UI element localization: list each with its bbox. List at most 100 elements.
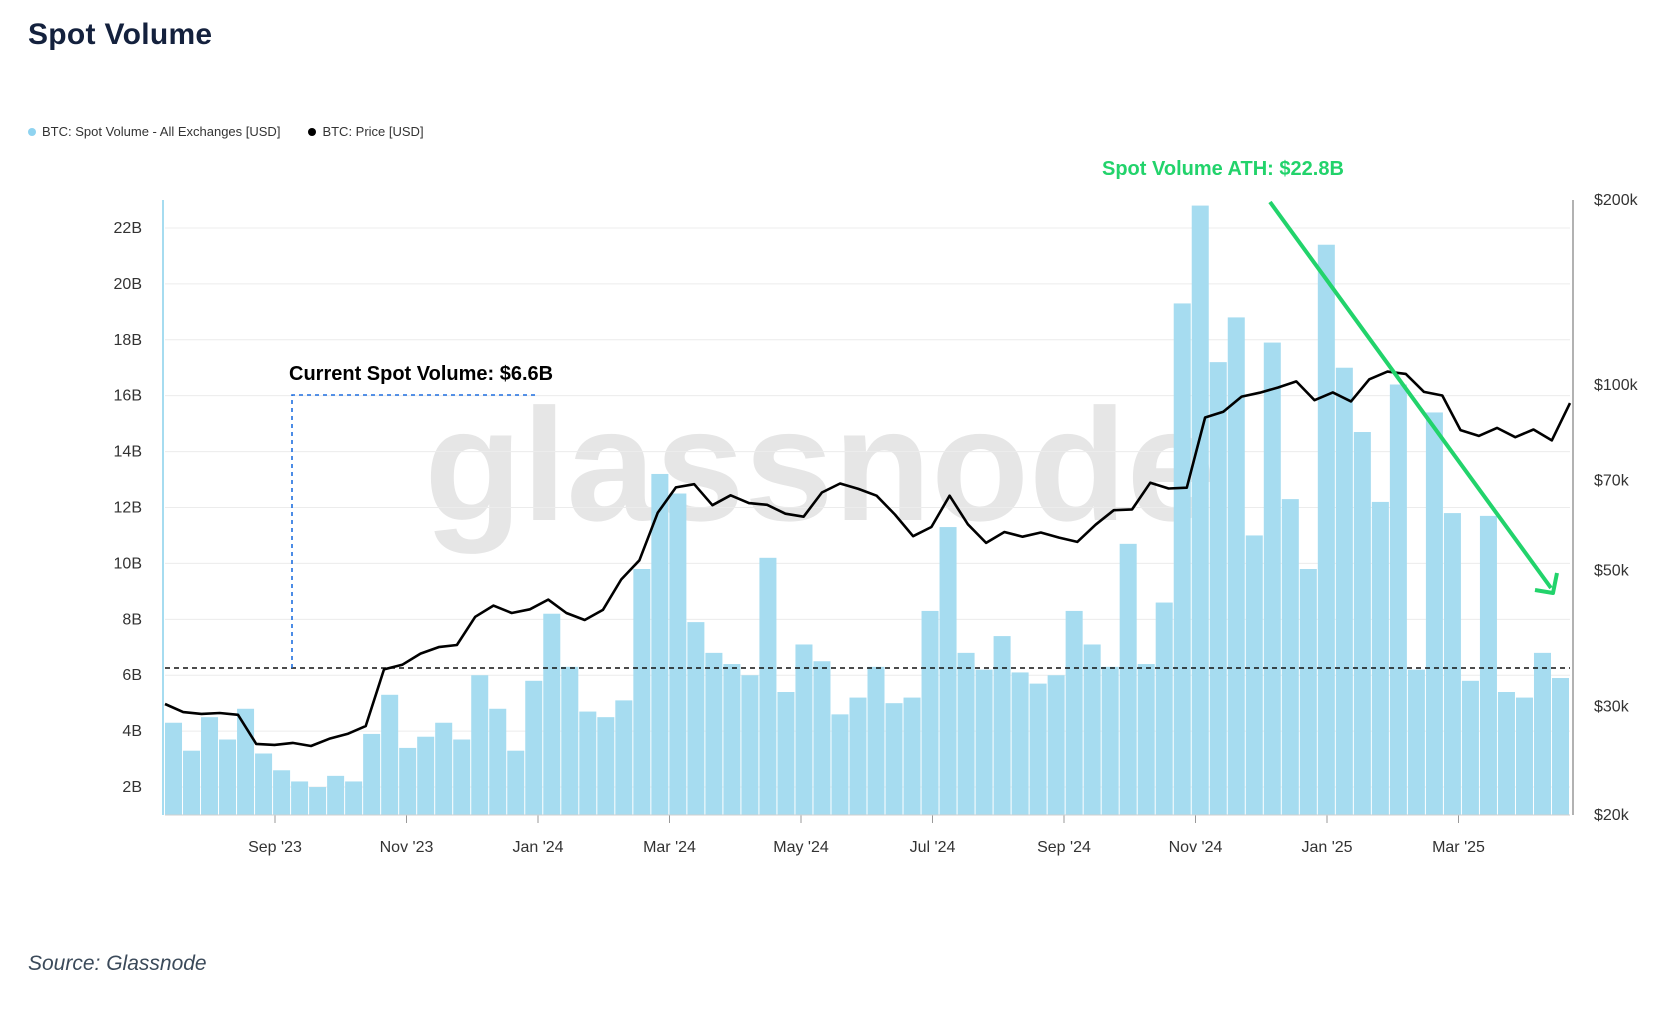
- volume-bar: [705, 652, 723, 815]
- volume-bar: [1047, 675, 1065, 815]
- volume-bar: [201, 717, 219, 815]
- volume-bar: [1335, 367, 1353, 815]
- y-left-tick-label: 4B: [122, 723, 142, 740]
- volume-bar: [741, 675, 759, 815]
- volume-bar: [687, 622, 705, 815]
- y-left-tick-label: 2B: [122, 779, 142, 796]
- ath-trend-arrow: [1268, 200, 1553, 590]
- x-axis: Sep '23 Nov '23 Jan '24 Mar '24 May '24 Jul '…: [165, 814, 1570, 856]
- volume-bar: [1389, 384, 1407, 815]
- y-axis-left: 2B 4B 6B 8B 10B 12B 14B 16B 18B 20B 22B: [114, 200, 164, 815]
- volume-bar: [1209, 362, 1227, 815]
- volume-bar: [183, 750, 201, 815]
- y-left-tick-label: 10B: [114, 555, 142, 572]
- volume-bar: [417, 736, 435, 815]
- volume-bar: [1065, 610, 1083, 815]
- x-tick-label: Mar '24: [643, 839, 696, 856]
- volume-bar: [561, 666, 579, 815]
- volume-bar: [1497, 692, 1515, 815]
- volume-bar: [165, 722, 183, 815]
- legend-price-dot-icon: [308, 127, 317, 136]
- volume-bar: [1515, 697, 1533, 815]
- volume-bar: [831, 714, 849, 815]
- volume-bar: [525, 680, 543, 815]
- volume-bar: [1479, 515, 1497, 815]
- volume-bar: [327, 775, 345, 815]
- volume-bar: [543, 613, 561, 815]
- volume-bar: [399, 747, 417, 815]
- legend: BTC: Spot Volume - All Exchanges [USD] B…: [28, 124, 424, 139]
- y-left-tick-label: 14B: [114, 444, 142, 461]
- x-tick-label: Sep '24: [1037, 839, 1091, 856]
- volume-bar: [291, 781, 309, 815]
- volume-bar: [651, 473, 669, 815]
- volume-bar: [1119, 543, 1137, 815]
- volume-bar: [489, 708, 507, 815]
- x-tick-label: May '24: [773, 839, 829, 856]
- volume-bar: [1173, 303, 1191, 815]
- volume-bar: [273, 770, 291, 815]
- volume-bar: [345, 781, 363, 815]
- y-axis-right: $20k $30k $50k $70k $100k $200k: [1572, 192, 1639, 824]
- x-tick-label: Nov '23: [380, 839, 434, 856]
- volume-bar: [1461, 680, 1479, 815]
- volume-bar: [1281, 499, 1299, 815]
- volume-bar: [1083, 644, 1101, 815]
- volume-bar: [255, 753, 273, 815]
- volume-bar: [363, 733, 381, 815]
- volume-bar: [633, 569, 651, 815]
- volume-bar: [453, 739, 471, 815]
- watermark: glassnode: [424, 375, 1215, 554]
- current-volume-callout: [291, 394, 537, 668]
- volume-bar: [957, 652, 975, 815]
- volume-bar: [579, 711, 597, 815]
- y-right-tick-label: $30k: [1594, 699, 1630, 716]
- volume-bar: [759, 557, 777, 815]
- volume-bar: [471, 675, 489, 815]
- volume-bar: [1533, 652, 1551, 815]
- ath-annotation: Spot Volume ATH: $22.8B: [1102, 158, 1344, 180]
- volume-bar: [597, 717, 615, 815]
- volume-bar: [615, 700, 633, 815]
- volume-bar: [939, 527, 957, 815]
- volume-bar: [1011, 672, 1029, 815]
- volume-bar: [309, 787, 327, 815]
- x-tick-label: Mar '25: [1432, 839, 1485, 856]
- y-left-tick-label: 20B: [114, 276, 142, 293]
- volume-bar: [669, 493, 687, 815]
- volume-bar: [795, 644, 813, 815]
- volume-bar: [1137, 664, 1155, 815]
- y-right-tick-label: $200k: [1594, 192, 1639, 209]
- y-right-tick-label: $20k: [1594, 807, 1630, 824]
- x-tick-label: Jan '25: [1301, 839, 1352, 856]
- y-right-tick-label: $50k: [1594, 562, 1630, 579]
- volume-bar: [1191, 205, 1209, 815]
- legend-item-volume[interactable]: BTC: Spot Volume - All Exchanges [USD]: [28, 124, 280, 139]
- x-tick-label: Nov '24: [1169, 839, 1223, 856]
- volume-bar: [1101, 666, 1119, 815]
- volume-bar: [1155, 602, 1173, 815]
- volume-bar: [1353, 432, 1371, 815]
- volume-bar: [993, 636, 1011, 815]
- y-left-tick-label: 16B: [114, 388, 142, 405]
- y-left-tick-label: 12B: [114, 500, 142, 517]
- volume-bar: [1029, 683, 1047, 815]
- volume-bars: [165, 205, 1569, 815]
- y-left-tick-label: 6B: [122, 667, 142, 684]
- legend-item-price[interactable]: BTC: Price [USD]: [308, 124, 424, 139]
- source-note: Source: Glassnode: [28, 952, 207, 975]
- y-left-tick-label: 18B: [114, 332, 142, 349]
- x-tick-label: Jan '24: [512, 839, 563, 856]
- volume-bar: [381, 694, 399, 815]
- volume-bar: [1317, 244, 1335, 815]
- volume-bar: [1227, 317, 1245, 815]
- ath-trend-arrowhead-icon: [1534, 572, 1559, 595]
- volume-bar: [1443, 513, 1461, 815]
- volume-bar: [849, 697, 867, 815]
- x-tick-label: Sep '23: [248, 839, 302, 856]
- legend-volume-dot-icon: [28, 127, 36, 136]
- y-right-tick-label: $100k: [1594, 377, 1639, 394]
- volume-bar: [1263, 342, 1281, 815]
- y-right-tick-label: $70k: [1594, 472, 1630, 489]
